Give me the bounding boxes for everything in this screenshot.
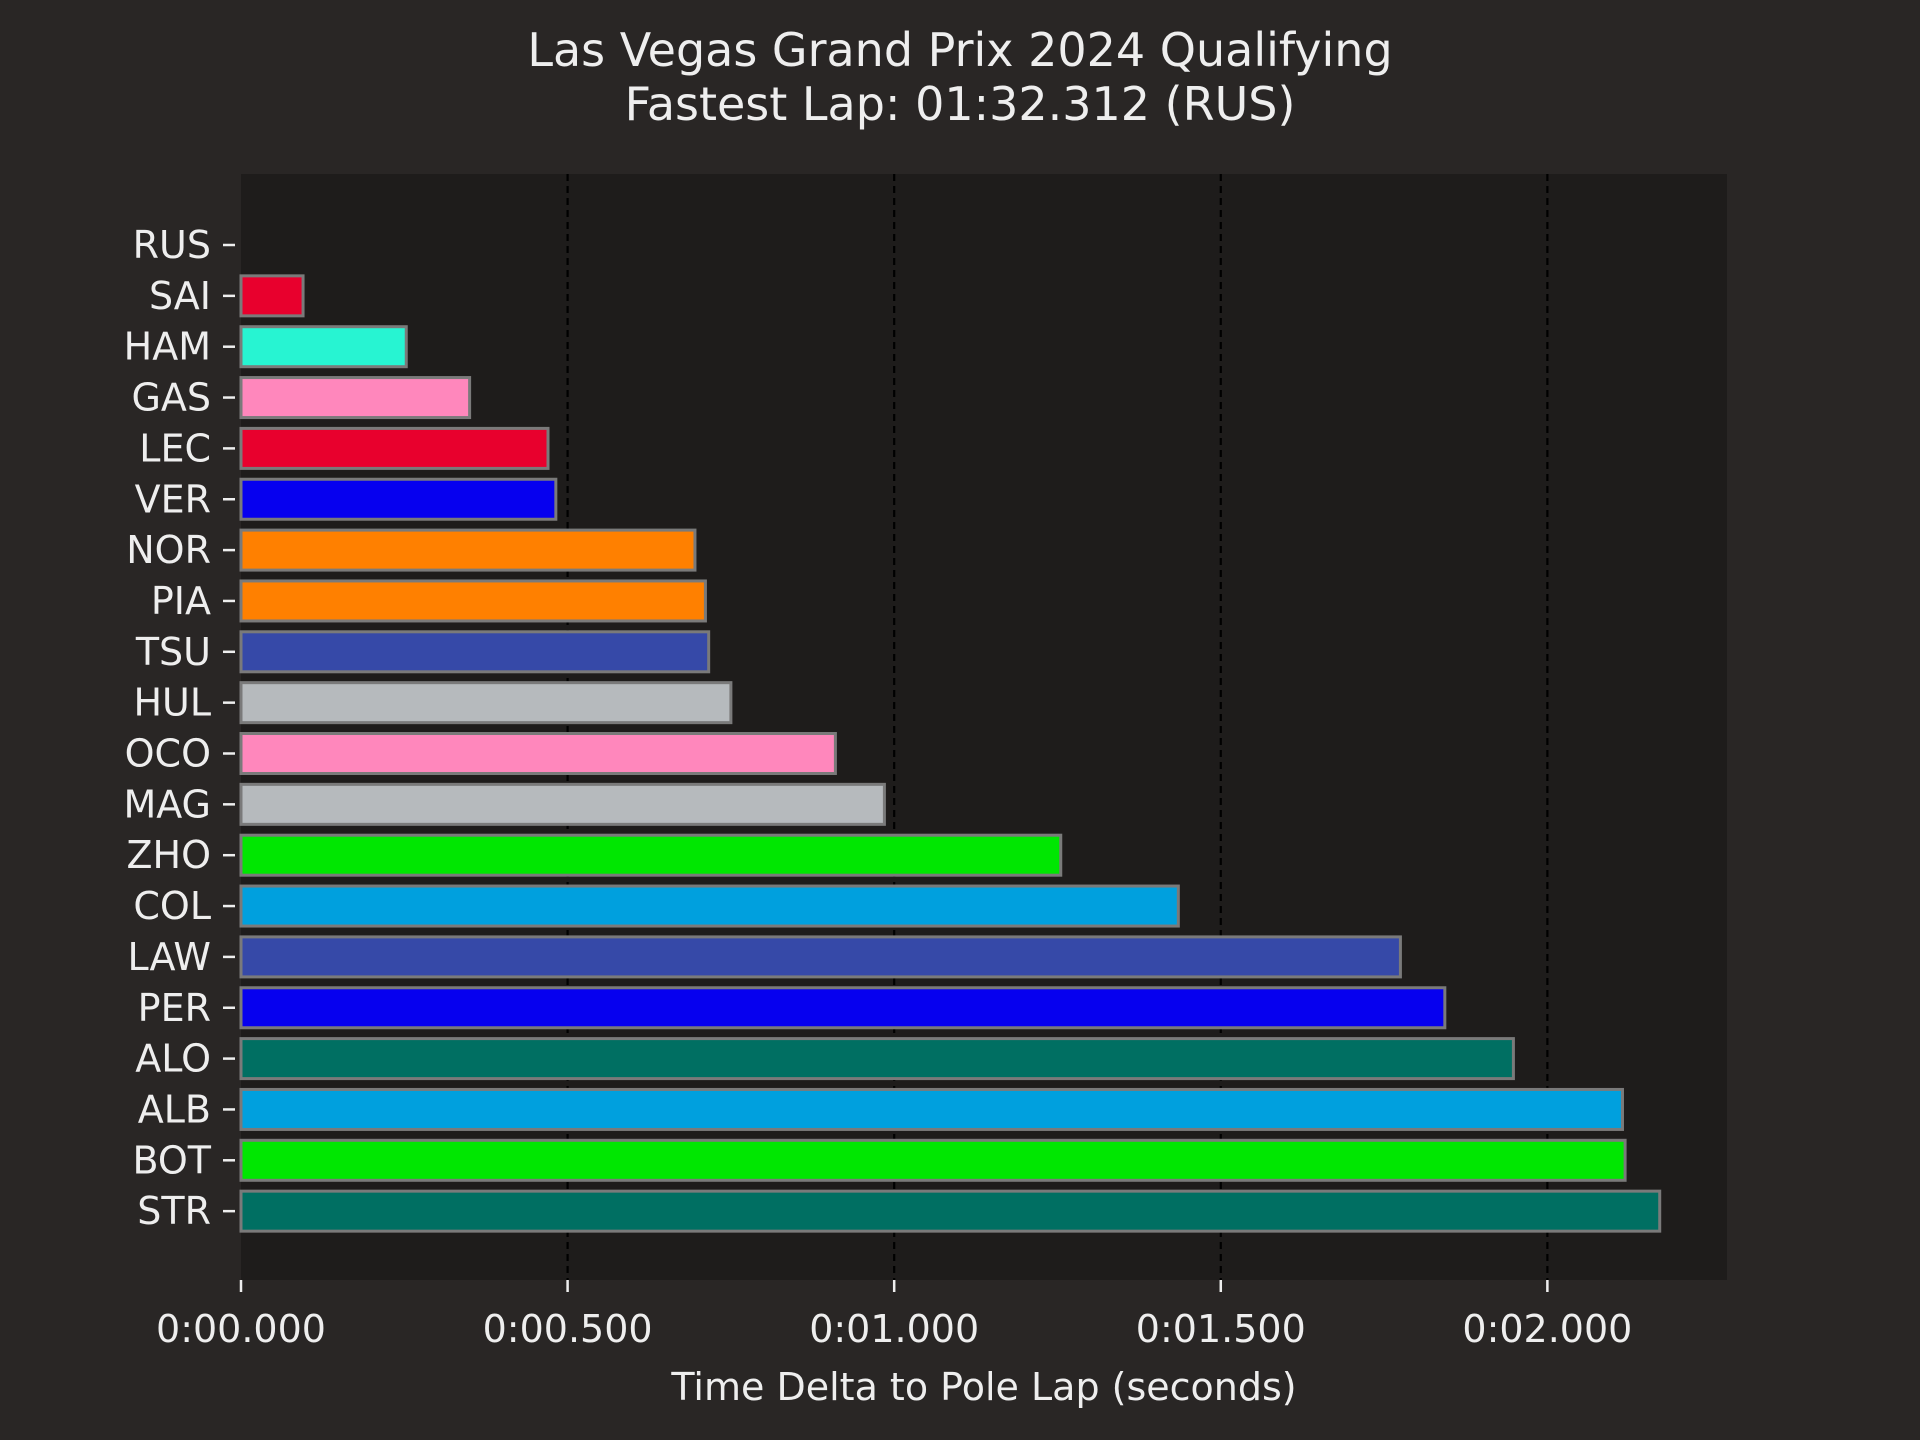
y-tick-label-alb: ALB	[138, 1087, 211, 1131]
y-tick-label-lec: LEC	[139, 426, 211, 470]
y-tick-label-gas: GAS	[131, 376, 211, 420]
y-tick-label-oco: OCO	[125, 732, 211, 776]
bar-bot	[239, 1138, 1627, 1182]
bar-str	[239, 1189, 1662, 1233]
bar-sai	[239, 274, 305, 318]
x-tick-label-4: 0:02.000	[1462, 1307, 1632, 1351]
bar-hul	[239, 681, 733, 725]
y-tick-label-pia: PIA	[151, 579, 211, 623]
grid-lines	[566, 174, 1549, 1280]
bar-gas	[239, 376, 472, 420]
y-tick-label-col: COL	[133, 884, 211, 928]
bar-per	[239, 986, 1447, 1030]
y-tick-label-nor: NOR	[126, 528, 211, 572]
bar-zho	[239, 833, 1063, 877]
bar-tsu	[239, 630, 711, 674]
y-tick-label-ham: HAM	[124, 325, 211, 369]
bar-col	[239, 884, 1180, 928]
chart-title: Las Vegas Grand Prix 2024 Qualifying	[527, 23, 1392, 77]
bars	[239, 274, 1662, 1233]
bar-mag	[239, 782, 886, 826]
bar-law	[239, 935, 1402, 979]
y-tick-label-sai: SAI	[149, 274, 211, 318]
bar-nor	[239, 528, 697, 572]
x-tick-label-1: 0:00.500	[483, 1307, 653, 1351]
y-tick-label-zho: ZHO	[126, 833, 211, 877]
chart-subtitle: Fastest Lap: 01:32.312 (RUS)	[625, 77, 1296, 131]
x-tick-label-3: 0:01.500	[1136, 1307, 1306, 1351]
bar-ver	[239, 477, 558, 521]
y-tick-label-rus: RUS	[133, 223, 211, 267]
x-axis-ticks: 0:00.000 0:00.500 0:01.000 0:01.500 0:02.000	[156, 1280, 1632, 1351]
y-tick-label-bot: BOT	[132, 1138, 211, 1182]
bar-alb	[239, 1087, 1624, 1131]
y-axis-ticks: RUS SAI HAM GAS LEC VER NOR PIA TSU HUL OCO MAG ZHO C…	[123, 223, 235, 1233]
bar-lec	[239, 426, 550, 470]
y-tick-label-per: PER	[138, 986, 211, 1030]
y-tick-label-mag: MAG	[123, 782, 211, 826]
y-tick-label-str: STR	[137, 1189, 211, 1233]
bar-ham	[239, 325, 408, 369]
bar-pia	[239, 579, 707, 623]
y-tick-label-ver: VER	[135, 477, 211, 521]
y-tick-label-alo: ALO	[135, 1037, 211, 1081]
bar-oco	[239, 732, 837, 775]
y-tick-label-hul: HUL	[133, 681, 211, 725]
bar-alo	[239, 1037, 1515, 1081]
y-tick-label-tsu: TSU	[135, 630, 211, 674]
x-axis-label: Time Delta to Pole Lap (seconds)	[670, 1365, 1296, 1409]
y-tick-label-law: LAW	[127, 935, 211, 979]
x-tick-label-0: 0:00.000	[156, 1307, 326, 1351]
x-tick-label-2: 0:01.000	[809, 1307, 979, 1351]
